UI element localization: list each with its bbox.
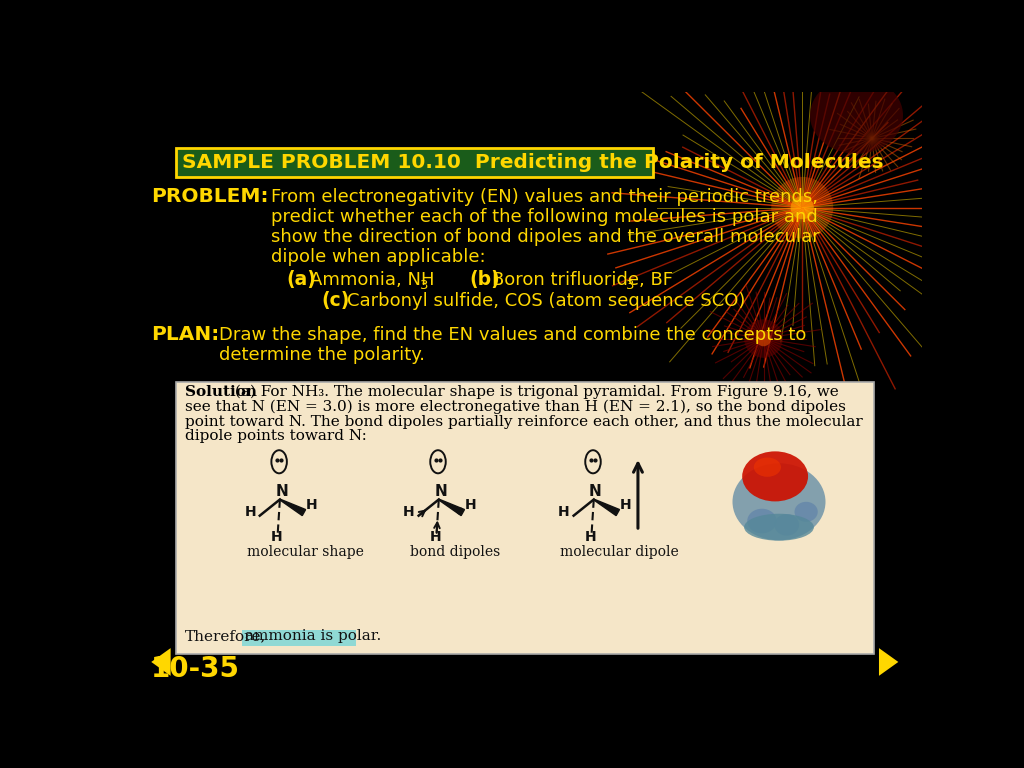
Text: H: H	[403, 505, 415, 518]
Text: 3: 3	[420, 280, 429, 293]
Text: From electronegativity (EN) values and their periodic trends,: From electronegativity (EN) values and t…	[271, 187, 818, 206]
Polygon shape	[594, 499, 620, 515]
Text: H: H	[620, 498, 631, 511]
Ellipse shape	[810, 77, 903, 154]
Text: H: H	[464, 498, 476, 511]
Ellipse shape	[754, 458, 781, 477]
Text: bond dipoles: bond dipoles	[410, 545, 501, 558]
Text: (c): (c)	[322, 291, 350, 310]
Text: 10-35: 10-35	[152, 655, 241, 684]
Text: molecular shape: molecular shape	[247, 545, 364, 558]
Text: H: H	[585, 530, 596, 544]
Text: PROBLEM:: PROBLEM:	[152, 187, 268, 206]
Text: SAMPLE PROBLEM 10.10  Predicting the Polarity of Molecules: SAMPLE PROBLEM 10.10 Predicting the Pola…	[182, 154, 884, 172]
Polygon shape	[438, 499, 465, 515]
Ellipse shape	[791, 196, 814, 219]
Text: ammonia is polar.: ammonia is polar.	[245, 630, 381, 644]
Text: H: H	[558, 505, 569, 518]
Text: determine the polarity.: determine the polarity.	[219, 346, 425, 364]
Text: point toward N. The bond dipoles partially reinforce each other, and thus the mo: point toward N. The bond dipoles partial…	[185, 415, 863, 429]
Text: Therefore,: Therefore,	[185, 630, 266, 644]
Text: Carbonyl sulfide, COS (atom sequence SCO): Carbonyl sulfide, COS (atom sequence SCO…	[346, 292, 744, 310]
Text: Draw the shape, find the EN values and combine the concepts to: Draw the shape, find the EN values and c…	[219, 326, 807, 344]
Ellipse shape	[744, 514, 814, 541]
Text: (b): (b)	[469, 270, 500, 289]
Ellipse shape	[744, 319, 783, 358]
Ellipse shape	[732, 463, 825, 541]
Text: Boron trifluoride, BF: Boron trifluoride, BF	[493, 270, 673, 289]
Ellipse shape	[756, 331, 771, 346]
Ellipse shape	[774, 514, 799, 536]
Text: (a): (a)	[287, 270, 316, 289]
Text: N: N	[589, 484, 602, 498]
FancyBboxPatch shape	[242, 630, 356, 646]
Text: N: N	[434, 484, 446, 498]
Text: dipole points toward N:: dipole points toward N:	[185, 429, 368, 443]
Text: molecular dipole: molecular dipole	[560, 545, 679, 558]
Ellipse shape	[748, 508, 776, 533]
Text: PLAN:: PLAN:	[152, 325, 219, 344]
Text: H: H	[245, 505, 256, 518]
Text: dipole when applicable:: dipole when applicable:	[271, 247, 486, 266]
Text: Solution: Solution	[185, 386, 257, 399]
Text: (a) For NH₃. The molecular shape is trigonal pyramidal. From Figure 9.16, we: (a) For NH₃. The molecular shape is trig…	[230, 385, 839, 399]
FancyBboxPatch shape	[176, 382, 873, 654]
Text: show the direction of bond dipoles and the overall molecular: show the direction of bond dipoles and t…	[271, 227, 820, 246]
Polygon shape	[280, 499, 305, 515]
Text: H: H	[305, 498, 317, 511]
Polygon shape	[879, 648, 898, 676]
Polygon shape	[152, 648, 171, 676]
FancyBboxPatch shape	[176, 147, 652, 177]
Ellipse shape	[795, 502, 818, 521]
Ellipse shape	[771, 177, 834, 238]
Text: see that N (EN = 3.0) is more electronegative than H (EN = 2.1), so the bond dip: see that N (EN = 3.0) is more electroneg…	[185, 399, 846, 414]
Text: predict whether each of the following molecules is polar and: predict whether each of the following mo…	[271, 207, 818, 226]
Text: 3: 3	[627, 280, 635, 293]
Text: Ammonia, NH: Ammonia, NH	[310, 270, 434, 289]
Ellipse shape	[742, 452, 808, 502]
Text: H: H	[429, 530, 441, 544]
Text: H: H	[270, 530, 283, 544]
Text: N: N	[275, 484, 288, 498]
